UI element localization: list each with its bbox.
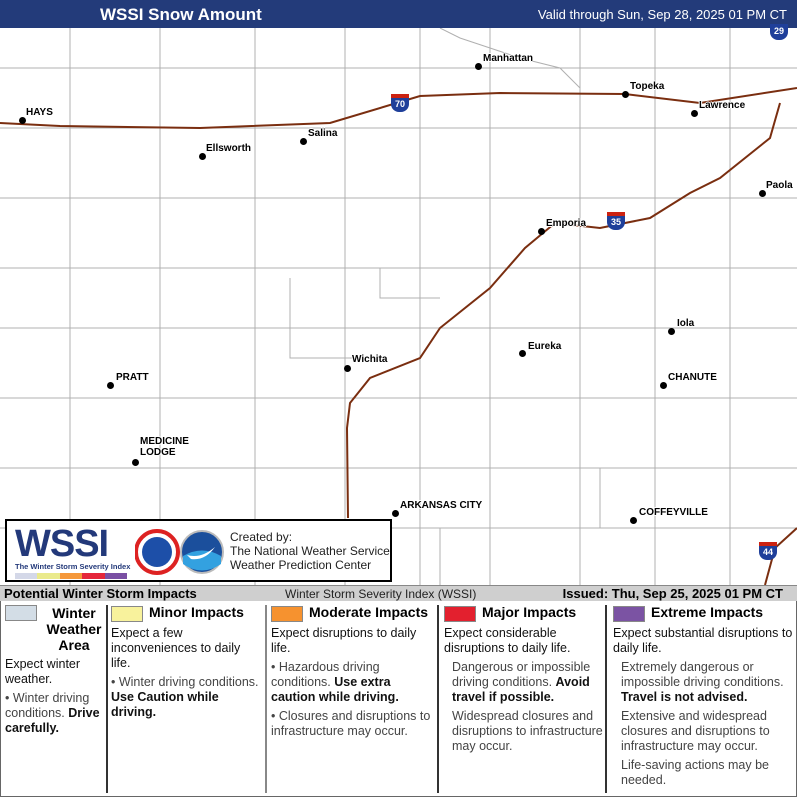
city-dot (300, 138, 307, 145)
city-dot (475, 63, 482, 70)
city-dot (392, 510, 399, 517)
legend-bullet: Extremely dangerous or impossible drivin… (621, 659, 784, 704)
city-dot (630, 517, 637, 524)
valid-time: Valid through Sun, Sep 28, 2025 01 PM CT (537, 7, 787, 22)
city-label: MEDICINE LODGE (140, 436, 189, 458)
city-label: HAYS (26, 107, 53, 118)
legend-title: Moderate Impacts (309, 604, 429, 620)
city-dot (691, 110, 698, 117)
city-label: Lawrence (699, 100, 746, 111)
city-label: Ellsworth (206, 143, 252, 154)
county-lines (0, 28, 797, 585)
impacts-title: Potential Winter Storm Impacts (4, 586, 197, 601)
city-label: COFFEYVILLE (639, 507, 708, 518)
legend-major-impacts: Major Impacts Expect considerable disrup… (444, 605, 604, 793)
color-swatch (5, 605, 37, 621)
map-title: WSSI Snow Amount (100, 5, 262, 24)
created-by-org2: Weather Prediction Center (230, 558, 372, 572)
city-label: CHANUTE (668, 372, 717, 383)
city-dot (199, 153, 206, 160)
city-label: Salina (308, 128, 338, 139)
legend-extreme-impacts: Extreme Impacts Expect substantial disru… (613, 605, 795, 793)
city-label: Topeka (630, 81, 665, 92)
city-dot (519, 350, 526, 357)
header-bar: WSSI Snow Amount Valid through Sun, Sep … (0, 0, 797, 28)
i44-shield: 44 (759, 542, 777, 560)
wssi-subtitle: The Winter Storm Severity Index (15, 562, 131, 571)
legend-heading: Expect substantial disruptions to daily … (613, 625, 793, 655)
legend-bullet: Widespread closures and disruptions to i… (452, 708, 603, 753)
wssi-logo-box: WSSI The Winter Storm Severity Index Cre… (5, 519, 392, 582)
legend-bullet: Dangerous or impossible driving conditio… (452, 659, 591, 704)
legend-bullet: • Closures and disruptions to infrastruc… (271, 708, 431, 738)
created-by-org1: The National Weather Service (230, 544, 390, 558)
city-label: Emporia (546, 218, 587, 229)
legend-bullet: • Winter driving conditions. Use Caution… (111, 674, 259, 719)
i70-shield: 70 (391, 94, 409, 112)
legend-bullet: Extensive and widespread closures and di… (621, 708, 770, 753)
map-area[interactable]: 70 35 29 44 HAYS Ellsworth Salina Manhat… (0, 24, 797, 585)
divider (437, 605, 439, 793)
legend-title: Major Impacts (482, 604, 577, 620)
index-name: Winter Storm Severity Index (WSSI) (285, 587, 477, 601)
legend-heading: Expect disruptions to daily life. (271, 625, 417, 655)
city-label: Eureka (528, 341, 562, 352)
city-dot (132, 459, 139, 466)
legend-moderate-impacts: Moderate Impacts Expect disruptions to d… (271, 605, 436, 793)
city-dot (19, 117, 26, 124)
city-dot (759, 190, 766, 197)
legend-title: Extreme Impacts (651, 604, 764, 620)
legend-heading: Expect a few inconveniences to daily lif… (111, 625, 241, 670)
i29-shield: 29 (770, 24, 788, 40)
legend-bullet: • Winter driving conditions. Drive caref… (5, 691, 100, 735)
city-dot (538, 228, 545, 235)
city-label: Manhattan (483, 53, 533, 64)
i35-route (345, 102, 781, 519)
city-dot (622, 91, 629, 98)
color-swatch (271, 605, 303, 622)
divider (106, 605, 108, 793)
legend-heading: Expect considerable disruptions to daily… (444, 625, 571, 655)
legend-title: Minor Impacts (149, 604, 244, 620)
color-swatch (444, 605, 476, 622)
color-swatch (111, 605, 143, 622)
legend-heading: Expect winter weather. (5, 657, 81, 686)
legend-bullet: • Hazardous driving conditions. Use extr… (271, 659, 399, 704)
city-label: ARKANSAS CITY (400, 500, 483, 511)
severity-scale-bar (15, 573, 128, 579)
legend-winter-weather-area: Winter Weather Area Expect winter weathe… (5, 605, 105, 793)
city-dot (668, 328, 675, 335)
divider (265, 605, 267, 793)
wssi-logo: WSSI (15, 523, 109, 565)
i70-route (0, 87, 797, 130)
city-dot (344, 365, 351, 372)
legend-title: Winter Weather Area (46, 605, 102, 653)
created-by-label: Created by: (230, 530, 293, 544)
city-label: Iola (677, 318, 695, 329)
nws-noaa-logos (135, 529, 224, 575)
city-label: PRATT (116, 372, 149, 383)
color-swatch (613, 605, 645, 622)
city-dot (660, 382, 667, 389)
impacts-title-bar: Potential Winter Storm Impacts Winter St… (0, 585, 797, 601)
city-label: Wichita (352, 354, 388, 365)
city-label: Paola (766, 180, 793, 191)
city-dot (107, 382, 114, 389)
legend-bullet: Life-saving actions may be needed. (621, 757, 769, 787)
legend-minor-impacts: Minor Impacts Expect a few inconvenience… (111, 605, 263, 793)
issued-time: Issued: Thu, Sep 25, 2025 01 PM CT (562, 586, 783, 601)
divider (605, 605, 607, 793)
impacts-legend: Winter Weather Area Expect winter weathe… (0, 601, 797, 797)
i35-shield: 35 (607, 212, 625, 230)
